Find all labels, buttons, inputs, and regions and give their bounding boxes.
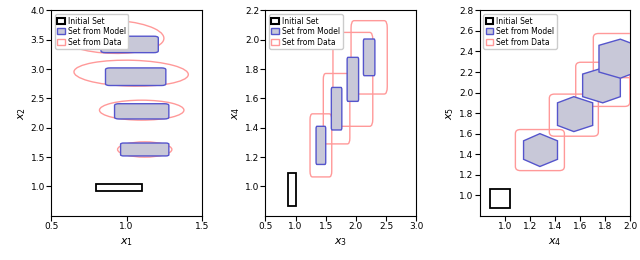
Polygon shape bbox=[582, 68, 620, 103]
Legend: Initial Set, Set from Model, Set from Data: Initial Set, Set from Model, Set from Da… bbox=[269, 14, 342, 49]
Polygon shape bbox=[557, 97, 593, 132]
FancyBboxPatch shape bbox=[115, 104, 169, 119]
Bar bbox=[490, 189, 509, 207]
FancyBboxPatch shape bbox=[101, 36, 158, 53]
X-axis label: $x_4$: $x_4$ bbox=[548, 237, 562, 248]
Y-axis label: $x_4$: $x_4$ bbox=[230, 106, 242, 120]
X-axis label: $x_3$: $x_3$ bbox=[334, 237, 348, 248]
Legend: Initial Set, Set from Model, Set from Data: Initial Set, Set from Model, Set from Da… bbox=[55, 14, 129, 49]
Polygon shape bbox=[599, 39, 637, 78]
Polygon shape bbox=[524, 134, 557, 166]
FancyBboxPatch shape bbox=[120, 143, 169, 156]
Legend: Initial Set, Set from Model, Set from Data: Initial Set, Set from Model, Set from Da… bbox=[483, 14, 557, 49]
FancyBboxPatch shape bbox=[316, 126, 326, 165]
FancyBboxPatch shape bbox=[332, 87, 342, 130]
FancyBboxPatch shape bbox=[364, 39, 375, 76]
X-axis label: $x_1$: $x_1$ bbox=[120, 237, 133, 248]
Y-axis label: $x_2$: $x_2$ bbox=[16, 107, 28, 120]
FancyBboxPatch shape bbox=[347, 57, 358, 101]
Bar bbox=[97, 184, 141, 191]
Y-axis label: $x_5$: $x_5$ bbox=[444, 107, 456, 120]
FancyBboxPatch shape bbox=[106, 68, 166, 86]
Bar bbox=[288, 173, 296, 205]
